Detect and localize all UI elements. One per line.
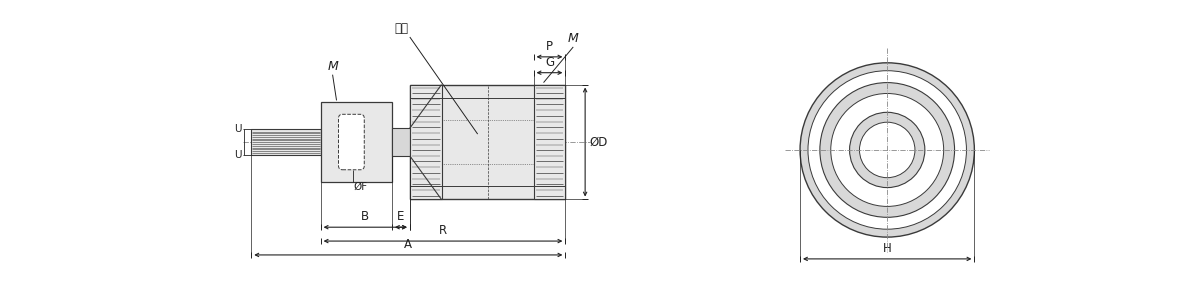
Bar — [252, 129, 321, 155]
Text: H: H — [883, 242, 891, 255]
Bar — [321, 102, 392, 182]
Circle shape — [849, 112, 925, 188]
Text: E: E — [398, 210, 405, 223]
Bar — [410, 85, 565, 200]
Text: ØD: ØD — [589, 135, 607, 148]
Text: P: P — [546, 40, 553, 53]
Circle shape — [807, 71, 967, 229]
Bar — [533, 85, 565, 200]
Bar — [410, 85, 442, 200]
Circle shape — [800, 63, 974, 237]
Text: B: B — [362, 210, 369, 223]
Text: ØF: ØF — [353, 182, 368, 192]
Bar — [392, 128, 410, 156]
FancyBboxPatch shape — [339, 114, 364, 170]
Circle shape — [830, 93, 944, 206]
Circle shape — [819, 83, 955, 217]
Text: U: U — [234, 124, 242, 134]
Text: M: M — [327, 60, 338, 73]
Text: A: A — [405, 238, 412, 251]
Text: U: U — [234, 150, 242, 160]
Text: M: M — [568, 32, 579, 45]
Text: 球心: 球心 — [395, 22, 409, 35]
Text: R: R — [438, 224, 447, 237]
Text: G: G — [545, 56, 553, 69]
Circle shape — [859, 122, 915, 178]
